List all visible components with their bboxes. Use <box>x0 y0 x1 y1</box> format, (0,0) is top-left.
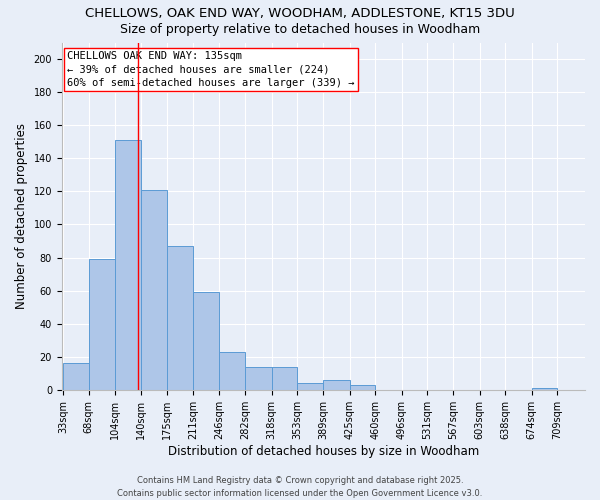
Bar <box>167 246 193 390</box>
X-axis label: Distribution of detached houses by size in Woodham: Distribution of detached houses by size … <box>168 444 479 458</box>
Bar <box>245 366 272 390</box>
Bar <box>219 352 245 390</box>
Bar <box>63 364 89 390</box>
Text: CHELLOWS, OAK END WAY, WOODHAM, ADDLESTONE, KT15 3DU: CHELLOWS, OAK END WAY, WOODHAM, ADDLESTO… <box>85 8 515 20</box>
Bar <box>532 388 557 390</box>
Bar <box>142 190 167 390</box>
Text: Contains HM Land Registry data © Crown copyright and database right 2025.
Contai: Contains HM Land Registry data © Crown c… <box>118 476 482 498</box>
Text: Size of property relative to detached houses in Woodham: Size of property relative to detached ho… <box>120 22 480 36</box>
Y-axis label: Number of detached properties: Number of detached properties <box>15 123 28 309</box>
Bar <box>193 292 219 390</box>
Bar <box>115 140 142 390</box>
Bar <box>272 366 297 390</box>
Bar <box>350 385 375 390</box>
Text: CHELLOWS OAK END WAY: 135sqm
← 39% of detached houses are smaller (224)
60% of s: CHELLOWS OAK END WAY: 135sqm ← 39% of de… <box>67 51 355 88</box>
Bar <box>297 383 323 390</box>
Bar <box>89 259 115 390</box>
Bar <box>323 380 350 390</box>
